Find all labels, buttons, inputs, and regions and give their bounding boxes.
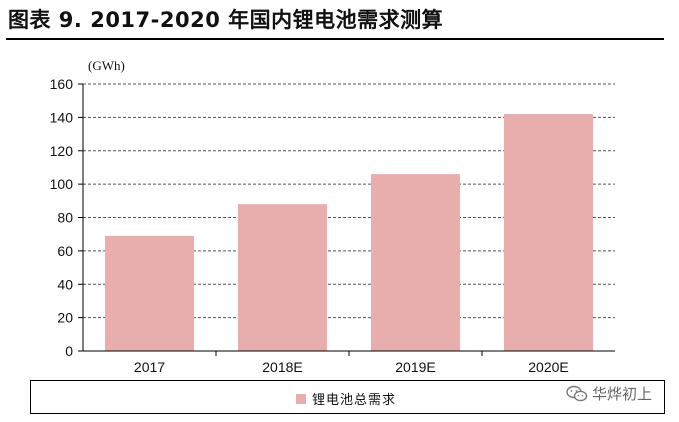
x-tick-label: 2017 xyxy=(134,359,165,375)
y-tick-label: 60 xyxy=(57,243,73,259)
watermark-text: 华烨初上 xyxy=(592,385,653,403)
y-tick-label: 80 xyxy=(57,210,73,226)
watermark: 华烨初上 xyxy=(566,383,652,404)
y-tick-label: 0 xyxy=(65,343,73,359)
x-tick-label: 2020E xyxy=(528,359,568,375)
bar-2019E xyxy=(370,174,461,351)
x-tick-label: 2018E xyxy=(262,359,302,375)
y-tick-label: 20 xyxy=(57,310,73,326)
legend-item: 锂电池总需求 xyxy=(296,389,396,408)
bar-2017 xyxy=(104,235,195,351)
y-axis-unit-label: (GWh) xyxy=(88,58,125,73)
bar-chart: 0 20 40 60 80 100 120 140 160 2017 2018E 2019E 2020E… xyxy=(50,58,615,375)
y-tick-label: 160 xyxy=(50,76,74,92)
legend-label: 锂电池总需求 xyxy=(312,393,397,408)
gridlines xyxy=(83,83,615,319)
legend-swatch xyxy=(296,393,306,404)
axes: 0 20 40 60 80 100 120 140 160 2017 2018E 2019E 2020E xyxy=(50,76,615,375)
bars xyxy=(104,114,594,351)
page-title: 图表 9. 2017-2020 年国内锂电池需求测算 xyxy=(8,8,444,32)
bar-2018E xyxy=(237,204,328,351)
title-divider xyxy=(6,38,664,40)
y-tick-label: 100 xyxy=(50,176,74,192)
wechat-icon xyxy=(566,385,588,401)
y-tick-label: 40 xyxy=(57,276,73,292)
x-tick-label: 2019E xyxy=(395,359,435,375)
y-tick-label: 120 xyxy=(50,143,74,159)
bar-2020E xyxy=(503,114,594,351)
y-tick-label: 140 xyxy=(50,109,74,125)
legend: 锂电池总需求 xyxy=(30,380,665,414)
